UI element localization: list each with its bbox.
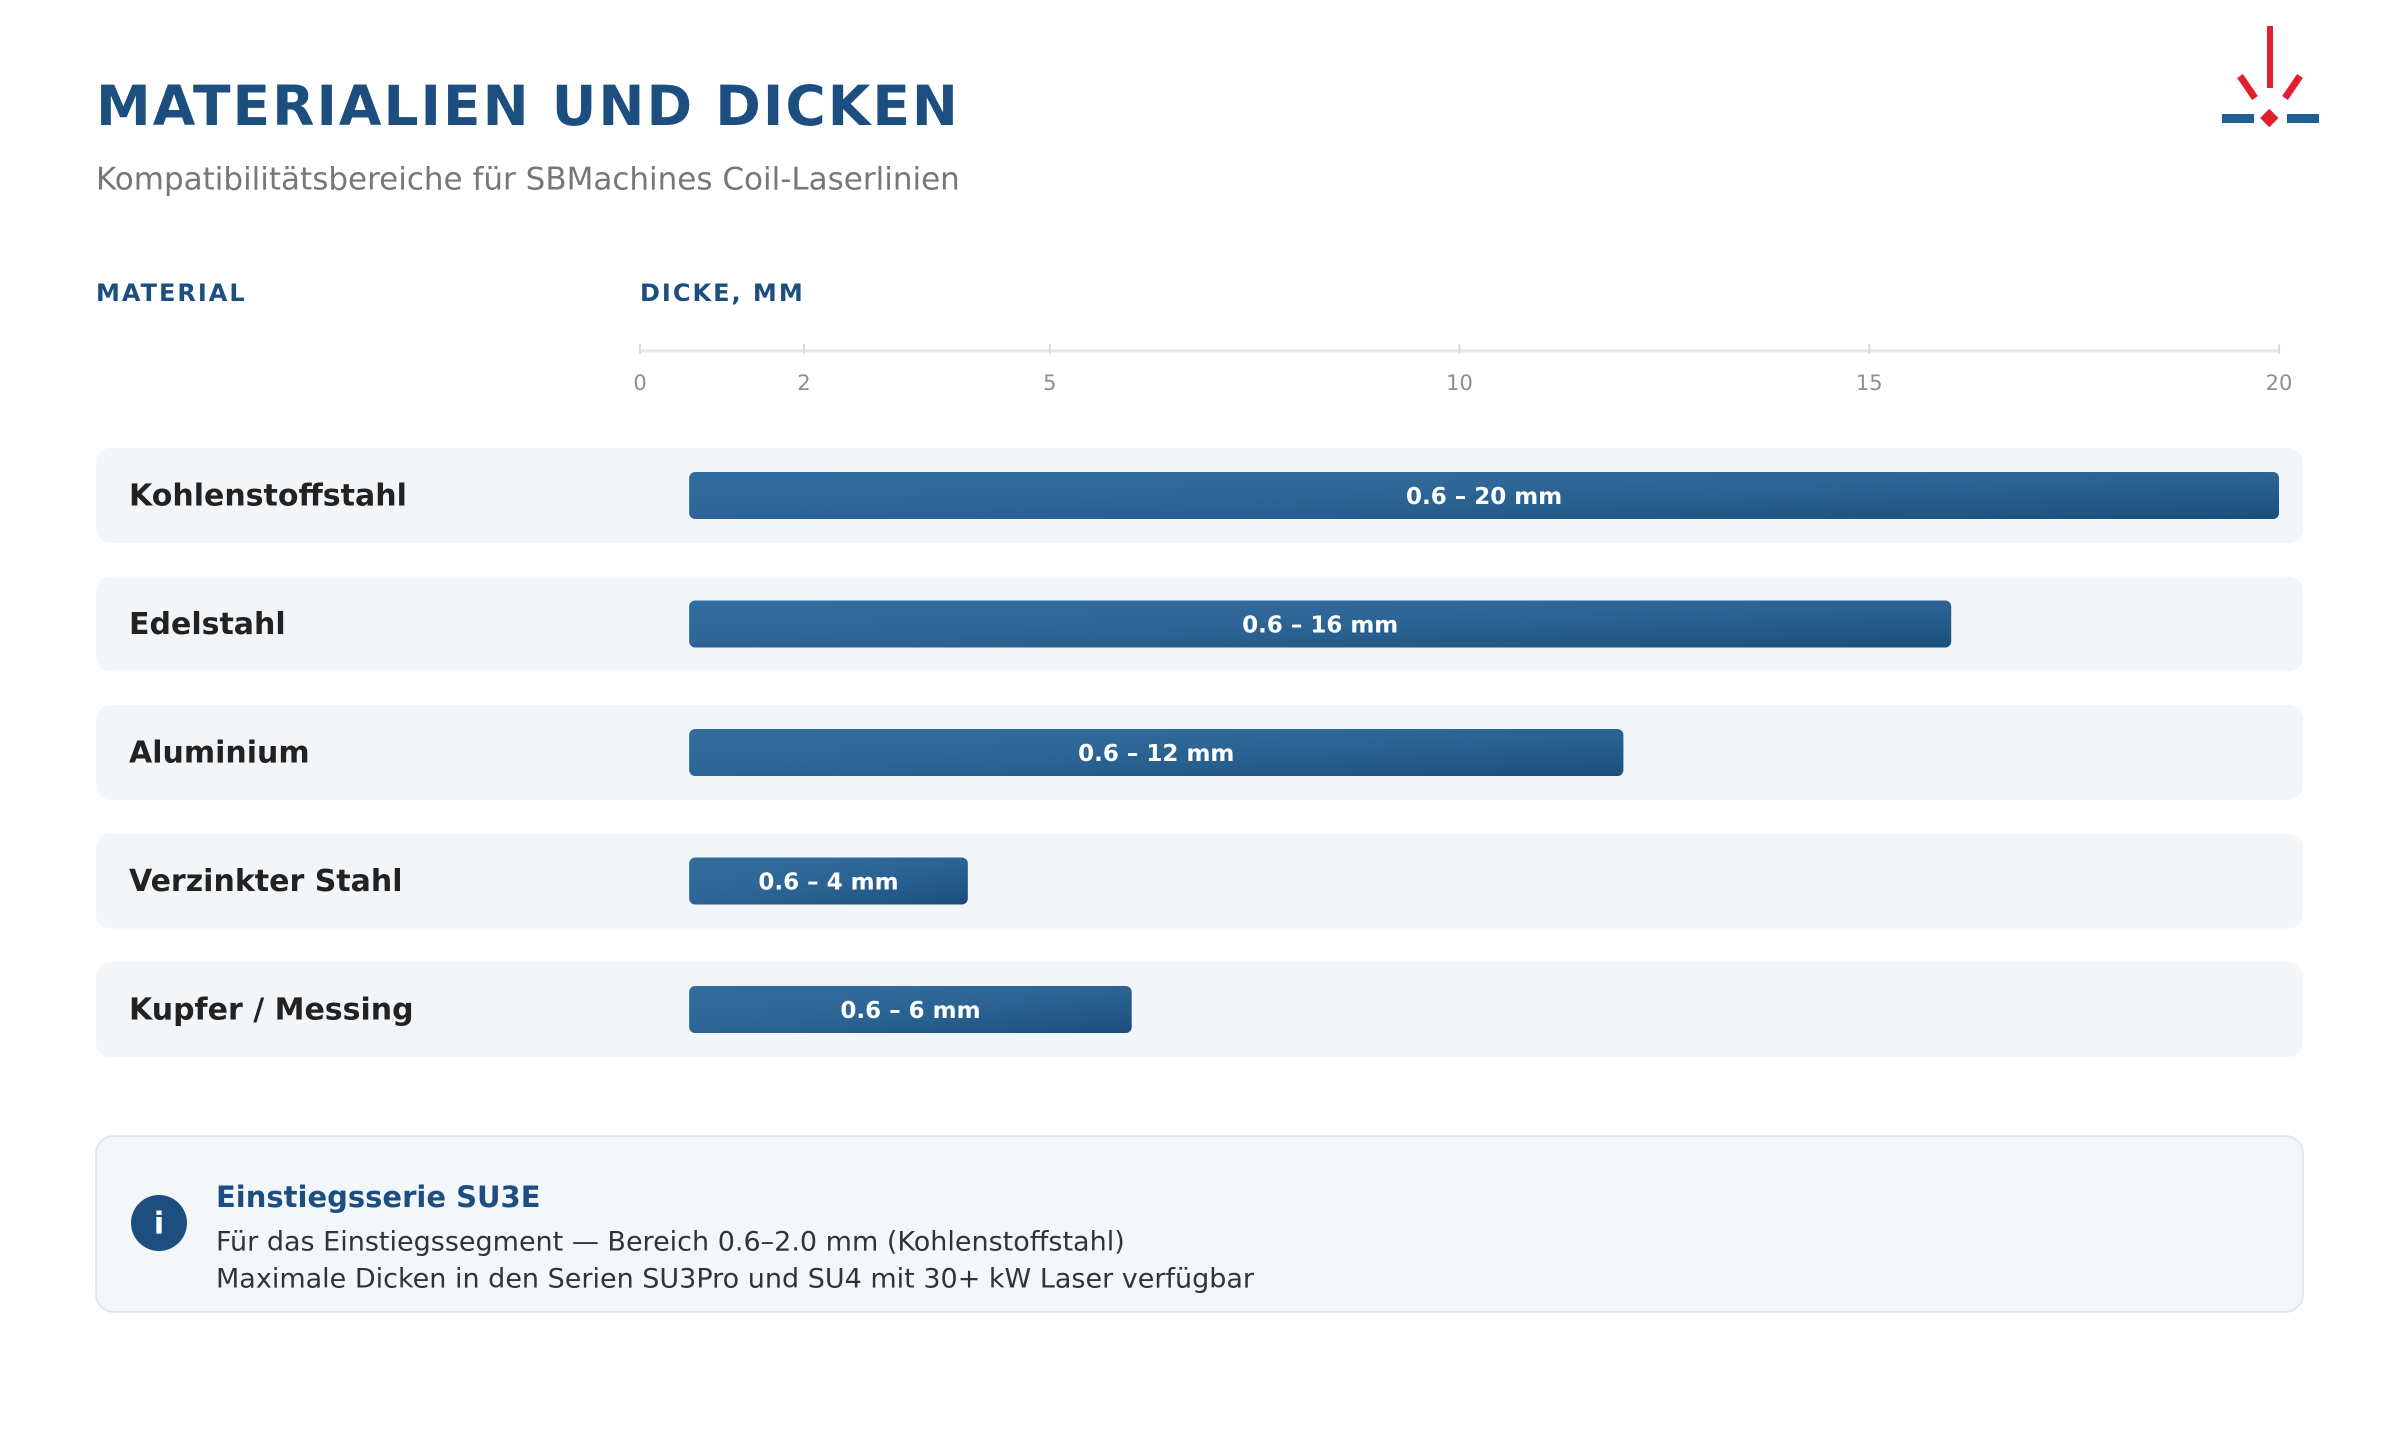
subtitle: Kompatibilitätsbereiche für SBMachines C…	[96, 162, 960, 198]
value-label: 0.6 – 12 mm	[1078, 741, 1234, 767]
x-tick-label: 15	[1856, 371, 1883, 395]
chart-title: MATERIALIEN UND DICKEN	[96, 74, 960, 138]
note-line: Für das Einstiegssegment — Bereich 0.6–2…	[216, 1227, 1125, 1258]
value-label: 0.6 – 16 mm	[1242, 613, 1398, 639]
x-tick-label: 5	[1043, 371, 1056, 395]
row-background	[96, 833, 2303, 929]
note-line: Maximale Dicken in den Serien SU3Pro und…	[216, 1264, 1255, 1295]
value-label: 0.6 – 4 mm	[758, 870, 898, 896]
x-tick-label: 0	[633, 371, 646, 395]
category-label: Verzinkter Stahl	[129, 864, 403, 899]
svg-text:i: i	[154, 1207, 164, 1242]
category-header: MATERIAL	[96, 279, 247, 307]
category-label: Edelstahl	[129, 607, 286, 642]
value-label: 0.6 – 6 mm	[840, 998, 980, 1024]
x-tick-label: 10	[1446, 371, 1473, 395]
x-tick-label: 20	[2266, 371, 2293, 395]
category-label: Kohlenstoffstahl	[129, 479, 407, 514]
value-label: 0.6 – 20 mm	[1406, 484, 1562, 510]
x-tick-label: 2	[797, 371, 810, 395]
note-title: Einstiegsserie SU3E	[216, 1180, 541, 1214]
category-label: Aluminium	[129, 736, 310, 771]
axis-label: DICKE, MM	[640, 279, 805, 307]
logo	[2222, 26, 2319, 128]
chart-area: 0 2 5 10 15 20 Kohlenstoffstahl 0.6 – 20 mm Edel…	[96, 344, 2303, 1057]
category-label: Kupfer / Messing	[129, 993, 414, 1028]
row-background	[96, 962, 2303, 1057]
note-box: i Einstiegsserie SU3E Für das Einstiegss…	[95, 1135, 2304, 1313]
